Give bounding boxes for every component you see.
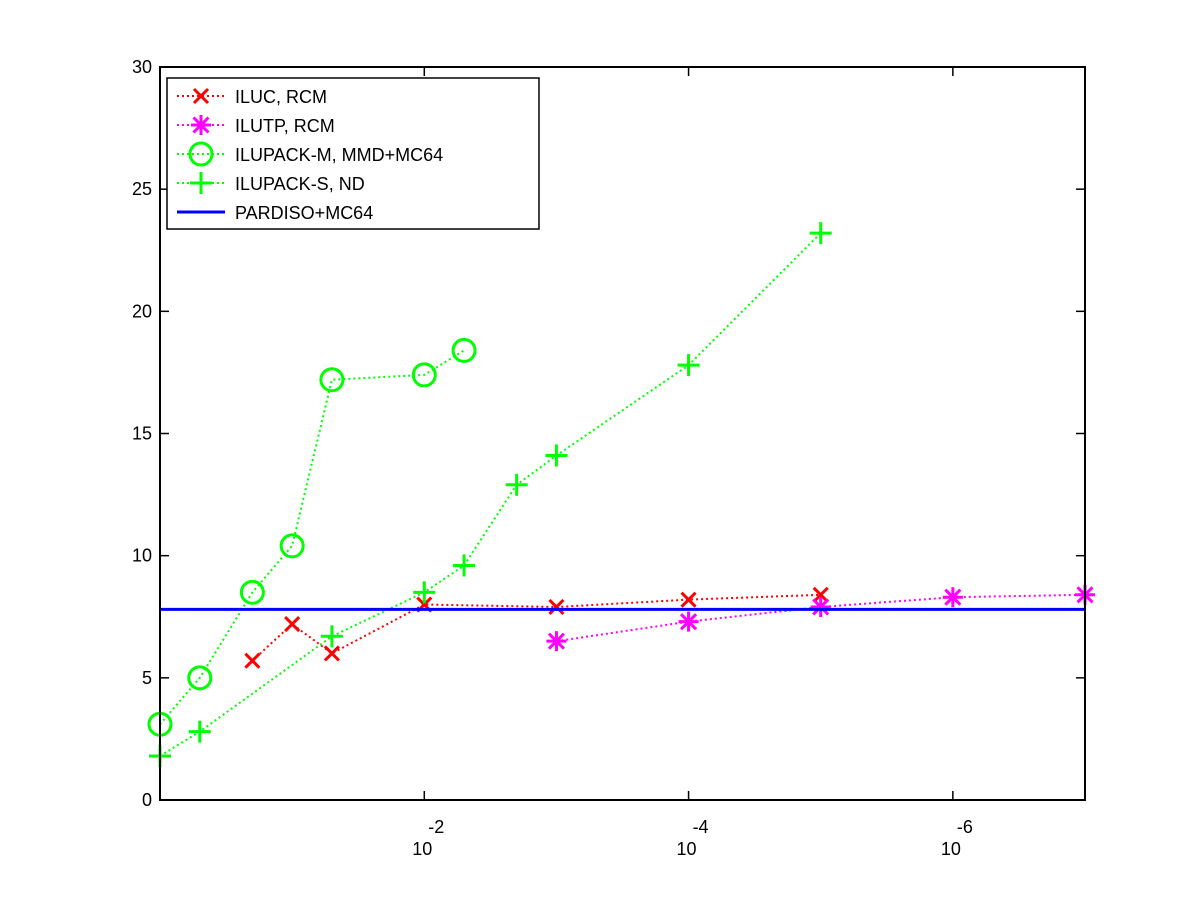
- data-point: [244, 652, 261, 669]
- data-point: [680, 591, 697, 608]
- data-point: [548, 598, 565, 616]
- data-point: [411, 362, 437, 388]
- x-tick-label-base: 10: [412, 839, 432, 859]
- data-point: [320, 625, 343, 648]
- series-line: [159, 232, 822, 757]
- legend-label: ILUPACK-S, ND: [235, 174, 365, 194]
- legend-item: ILUC, RCM: [177, 87, 327, 107]
- y-tick-label: 5: [142, 668, 152, 688]
- y-tick-label: 15: [132, 424, 152, 444]
- plot-series-layer: [147, 222, 1095, 768]
- x-tick-label-exponent: -4: [693, 817, 709, 837]
- series-3: [147, 337, 477, 737]
- series-4: [149, 222, 832, 768]
- data-point: [505, 473, 528, 496]
- data-point: [678, 611, 699, 632]
- legend-item: ILUTP, RCM: [177, 115, 335, 136]
- legend-label: ILUPACK-M, MMD+MC64: [235, 145, 443, 165]
- data-point: [812, 586, 829, 603]
- data-point: [809, 222, 832, 245]
- data-point: [188, 720, 211, 743]
- data-point: [546, 631, 567, 652]
- legend-item: PARDISO+MC64: [177, 203, 373, 223]
- data-point: [453, 554, 476, 577]
- data-point: [677, 354, 700, 377]
- legend-swatch-marker: [190, 172, 212, 194]
- data-point: [279, 533, 305, 559]
- legend-item: ILUPACK-S, ND: [177, 172, 365, 194]
- x-tick-label-base: 10: [941, 839, 961, 859]
- data-point: [942, 587, 963, 608]
- data-point: [239, 579, 265, 605]
- legend: ILUC, RCM ILUTP, RCM ILUPACK-M, MMD+MC64 IL…: [166, 77, 540, 230]
- x-tick-label-base: 10: [677, 839, 697, 859]
- y-tick-label: 10: [132, 546, 152, 566]
- legend-label: ILUTP, RCM: [235, 116, 335, 136]
- data-point: [413, 581, 436, 604]
- legend-item: ILUPACK-M, MMD+MC64: [177, 141, 443, 167]
- y-tick-label: 20: [132, 301, 152, 321]
- legend-swatch-marker: [191, 115, 211, 135]
- legend-label: PARDISO+MC64: [235, 203, 373, 223]
- data-point: [187, 665, 213, 691]
- x-tick-label-exponent: -6: [957, 817, 973, 837]
- legend-swatch-marker: [192, 87, 210, 105]
- data-point: [323, 645, 340, 662]
- y-tick-label: 25: [132, 179, 152, 199]
- series-1: [244, 586, 829, 669]
- data-point: [810, 596, 831, 617]
- y-tick-label: 0: [142, 790, 152, 810]
- data-point: [451, 337, 477, 363]
- data-point: [545, 444, 568, 467]
- data-point: [319, 367, 345, 393]
- y-tick-label: 30: [132, 57, 152, 77]
- x-tick-label-exponent: -2: [428, 817, 444, 837]
- legend-box: [166, 77, 540, 230]
- legend-label: ILUC, RCM: [235, 87, 327, 107]
- series-2: [546, 584, 1095, 652]
- data-point: [284, 616, 301, 633]
- series-line: [159, 349, 465, 725]
- series-line: [251, 593, 821, 662]
- legend-swatch-marker: [188, 141, 214, 167]
